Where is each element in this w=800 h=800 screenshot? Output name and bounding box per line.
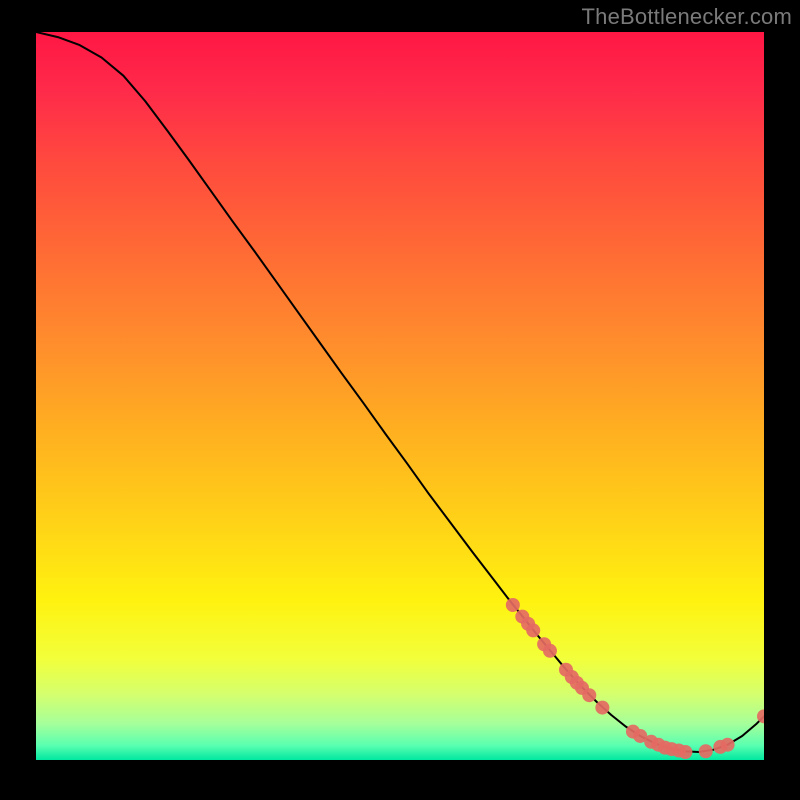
marker-point: [506, 598, 520, 612]
plot-overlay-svg: [36, 32, 764, 760]
marker-point: [526, 623, 540, 637]
watermark-text: TheBottlenecker.com: [582, 4, 792, 30]
marker-point: [543, 644, 557, 658]
marker-group: [506, 598, 764, 759]
marker-point: [699, 744, 713, 758]
marker-point: [721, 738, 735, 752]
marker-point: [678, 745, 692, 759]
stage: TheBottlenecker.com: [0, 0, 800, 800]
bottleneck-curve: [36, 32, 764, 752]
marker-point: [595, 701, 609, 715]
plot-area: [36, 32, 764, 760]
marker-point: [582, 688, 596, 702]
